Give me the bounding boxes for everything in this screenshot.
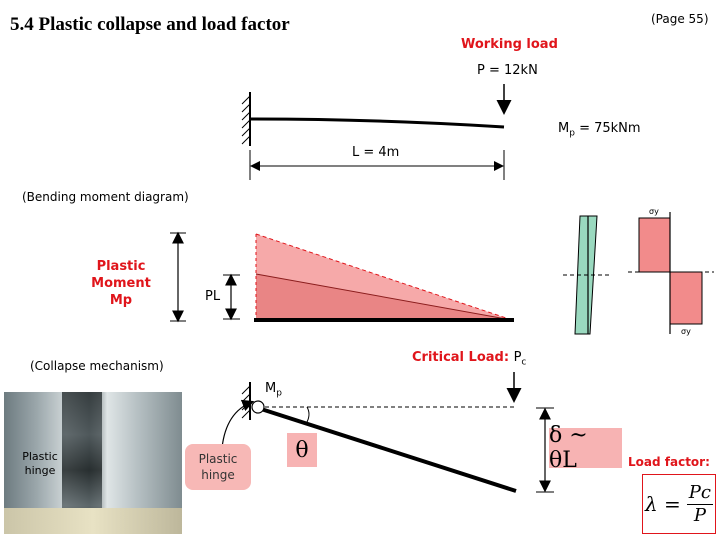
theta-label: θ bbox=[287, 433, 317, 467]
working-load-label: Working load bbox=[461, 37, 558, 52]
hinge-moment-label: Mp bbox=[265, 381, 282, 399]
formula-denominator: P bbox=[693, 504, 706, 526]
elastic-stress-diagram bbox=[563, 215, 612, 335]
plastic-moment-label: Plastic Moment Mp bbox=[91, 259, 151, 308]
hinge-pointer-arrow bbox=[221, 399, 255, 449]
collapse-caption: (Collapse mechanism) bbox=[30, 359, 164, 373]
hinge-circle bbox=[251, 400, 265, 414]
collapse-mechanism bbox=[221, 372, 554, 493]
formula-numerator: Pc bbox=[686, 481, 713, 505]
deflected-beam bbox=[249, 117, 505, 129]
load-factor-formula: λ = Pc P bbox=[642, 474, 716, 534]
mp-capacity-label: Mp = 75kNm bbox=[558, 121, 641, 139]
critical-load-label: Critical Load: Pc bbox=[412, 350, 527, 368]
load-value-label: P = 12kN bbox=[477, 63, 538, 78]
bending-moment-diagram bbox=[170, 231, 514, 323]
photo-hinge-label: Plastic hinge bbox=[22, 450, 58, 477]
theta-arc bbox=[306, 406, 310, 423]
sigma-y-top: σy bbox=[649, 207, 659, 216]
deflection-relation: δ ~ θL bbox=[549, 423, 622, 473]
sigma-y-bottom: σy bbox=[681, 327, 691, 336]
plastic-hinge-photo bbox=[4, 392, 182, 534]
bmd-caption: (Bending moment diagram) bbox=[22, 190, 189, 204]
length-label: L = 4m bbox=[352, 145, 400, 160]
page-title: 5.4 Plastic collapse and load factor bbox=[10, 14, 290, 35]
working-moment-line bbox=[255, 273, 513, 321]
plastic-stress-diagram bbox=[628, 212, 714, 334]
fixed-support-hatch bbox=[241, 95, 251, 145]
page-reference: (Page 55) bbox=[651, 12, 709, 26]
collapsed-beam bbox=[257, 406, 517, 493]
plastic-hinge-callout: Plastic hinge bbox=[185, 444, 251, 490]
load-factor-label: Load factor: bbox=[628, 455, 710, 469]
top-cantilever bbox=[241, 84, 512, 180]
pl-label: PL bbox=[205, 289, 221, 304]
plastic-moment-dashed bbox=[255, 233, 513, 321]
